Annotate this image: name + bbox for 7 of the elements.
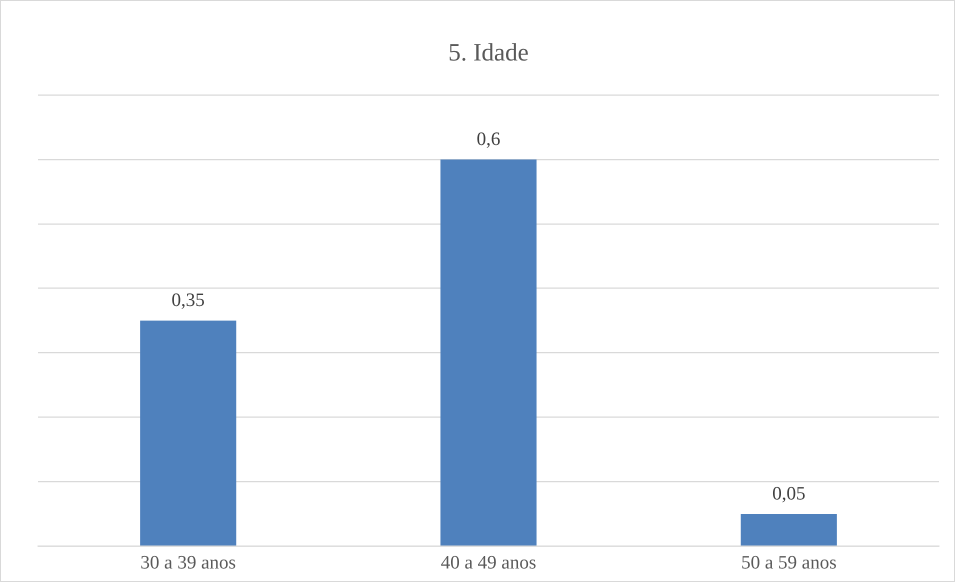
x-tick-label: 30 a 39 anos (140, 552, 236, 574)
x-tick-label: 40 a 49 anos (440, 552, 536, 574)
chart-title: 5. Idade (448, 40, 529, 67)
x-tick-label: 50 a 59 anos (741, 552, 837, 574)
data-label: 0,6 (476, 128, 500, 150)
data-label: 0,35 (172, 290, 205, 312)
data-label: 0,05 (772, 483, 806, 504)
